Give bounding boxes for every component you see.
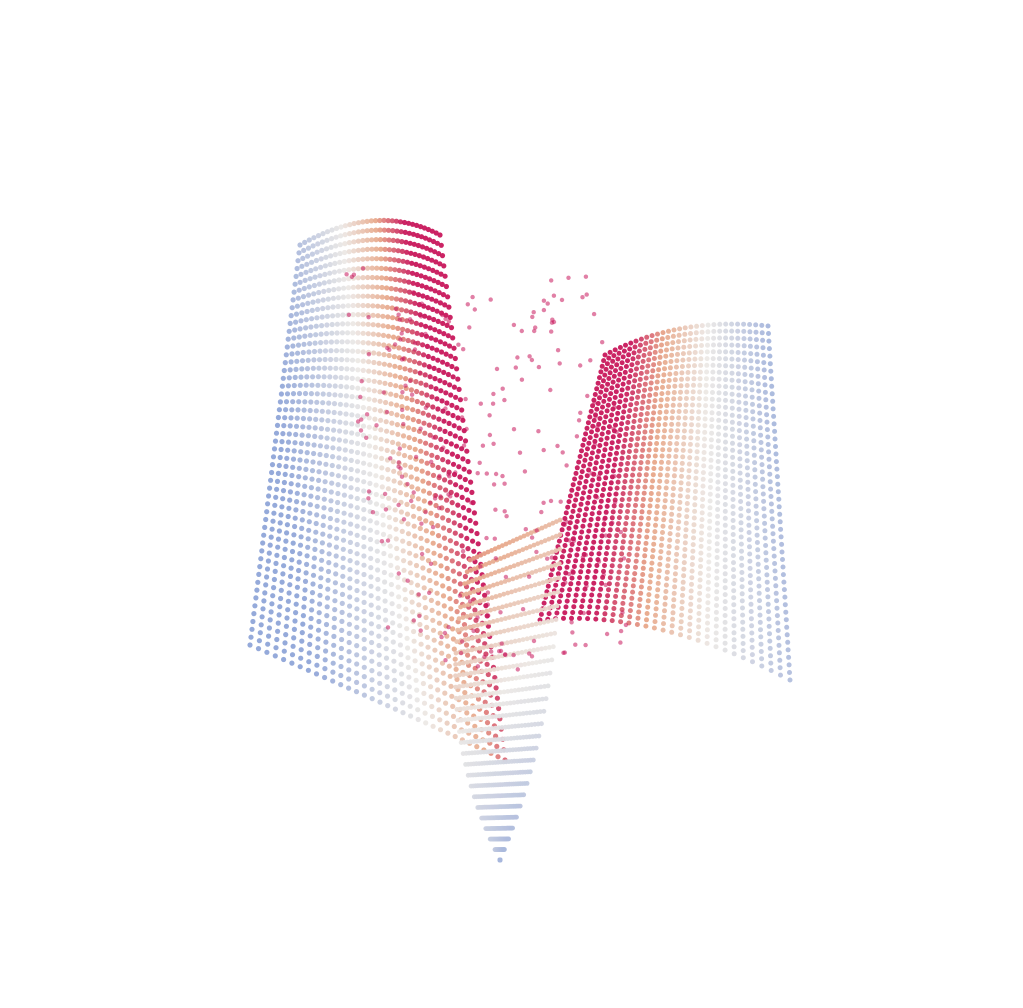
saddle-point-cloud: [247, 218, 792, 863]
